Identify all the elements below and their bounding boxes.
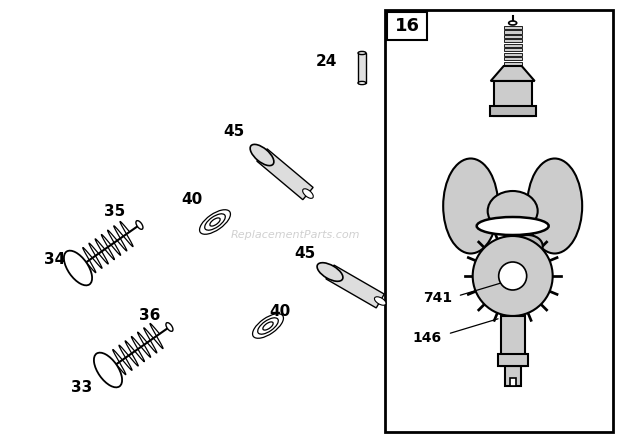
Ellipse shape: [358, 82, 366, 85]
Text: 146: 146: [413, 331, 442, 345]
Text: 35: 35: [104, 205, 126, 220]
Ellipse shape: [263, 322, 273, 330]
Bar: [503, 30, 521, 34]
Polygon shape: [490, 66, 534, 81]
Ellipse shape: [210, 218, 220, 226]
Bar: [503, 26, 521, 29]
Ellipse shape: [443, 158, 498, 254]
Circle shape: [498, 262, 526, 290]
Ellipse shape: [477, 217, 549, 235]
Ellipse shape: [94, 353, 122, 387]
Ellipse shape: [200, 210, 231, 234]
Polygon shape: [257, 149, 313, 200]
Text: 36: 36: [140, 309, 161, 324]
Text: 40: 40: [182, 193, 203, 208]
Bar: [503, 48, 521, 51]
Bar: [505, 366, 521, 386]
Ellipse shape: [166, 323, 173, 331]
Ellipse shape: [317, 263, 343, 281]
Ellipse shape: [508, 21, 516, 25]
Ellipse shape: [205, 214, 225, 230]
Bar: [503, 52, 521, 56]
Text: 33: 33: [71, 381, 92, 396]
Bar: [503, 39, 521, 42]
Ellipse shape: [252, 314, 283, 338]
Ellipse shape: [488, 191, 538, 231]
Text: 34: 34: [45, 253, 66, 268]
Bar: [498, 354, 528, 366]
Ellipse shape: [358, 52, 366, 55]
Bar: [503, 35, 521, 38]
Ellipse shape: [374, 297, 386, 305]
Ellipse shape: [527, 158, 582, 254]
Bar: [385, 10, 613, 432]
Polygon shape: [326, 265, 384, 308]
Bar: [490, 106, 536, 116]
Text: 45: 45: [223, 124, 245, 139]
Text: 45: 45: [294, 246, 316, 261]
Bar: [494, 81, 532, 116]
Bar: [510, 378, 516, 386]
Text: 16: 16: [394, 17, 420, 35]
Ellipse shape: [258, 318, 278, 334]
Bar: [503, 44, 521, 47]
Ellipse shape: [136, 220, 143, 229]
Ellipse shape: [250, 144, 274, 166]
Ellipse shape: [64, 250, 92, 285]
Ellipse shape: [303, 189, 313, 198]
Bar: [501, 316, 525, 366]
Bar: [503, 57, 521, 60]
Text: 24: 24: [316, 55, 337, 70]
Text: ReplacementParts.com: ReplacementParts.com: [230, 230, 360, 240]
Text: 741: 741: [423, 291, 452, 305]
Ellipse shape: [513, 235, 542, 257]
Bar: [503, 62, 521, 65]
Bar: [358, 53, 366, 83]
Circle shape: [472, 236, 552, 316]
Text: 40: 40: [269, 304, 291, 319]
Bar: [387, 12, 427, 40]
